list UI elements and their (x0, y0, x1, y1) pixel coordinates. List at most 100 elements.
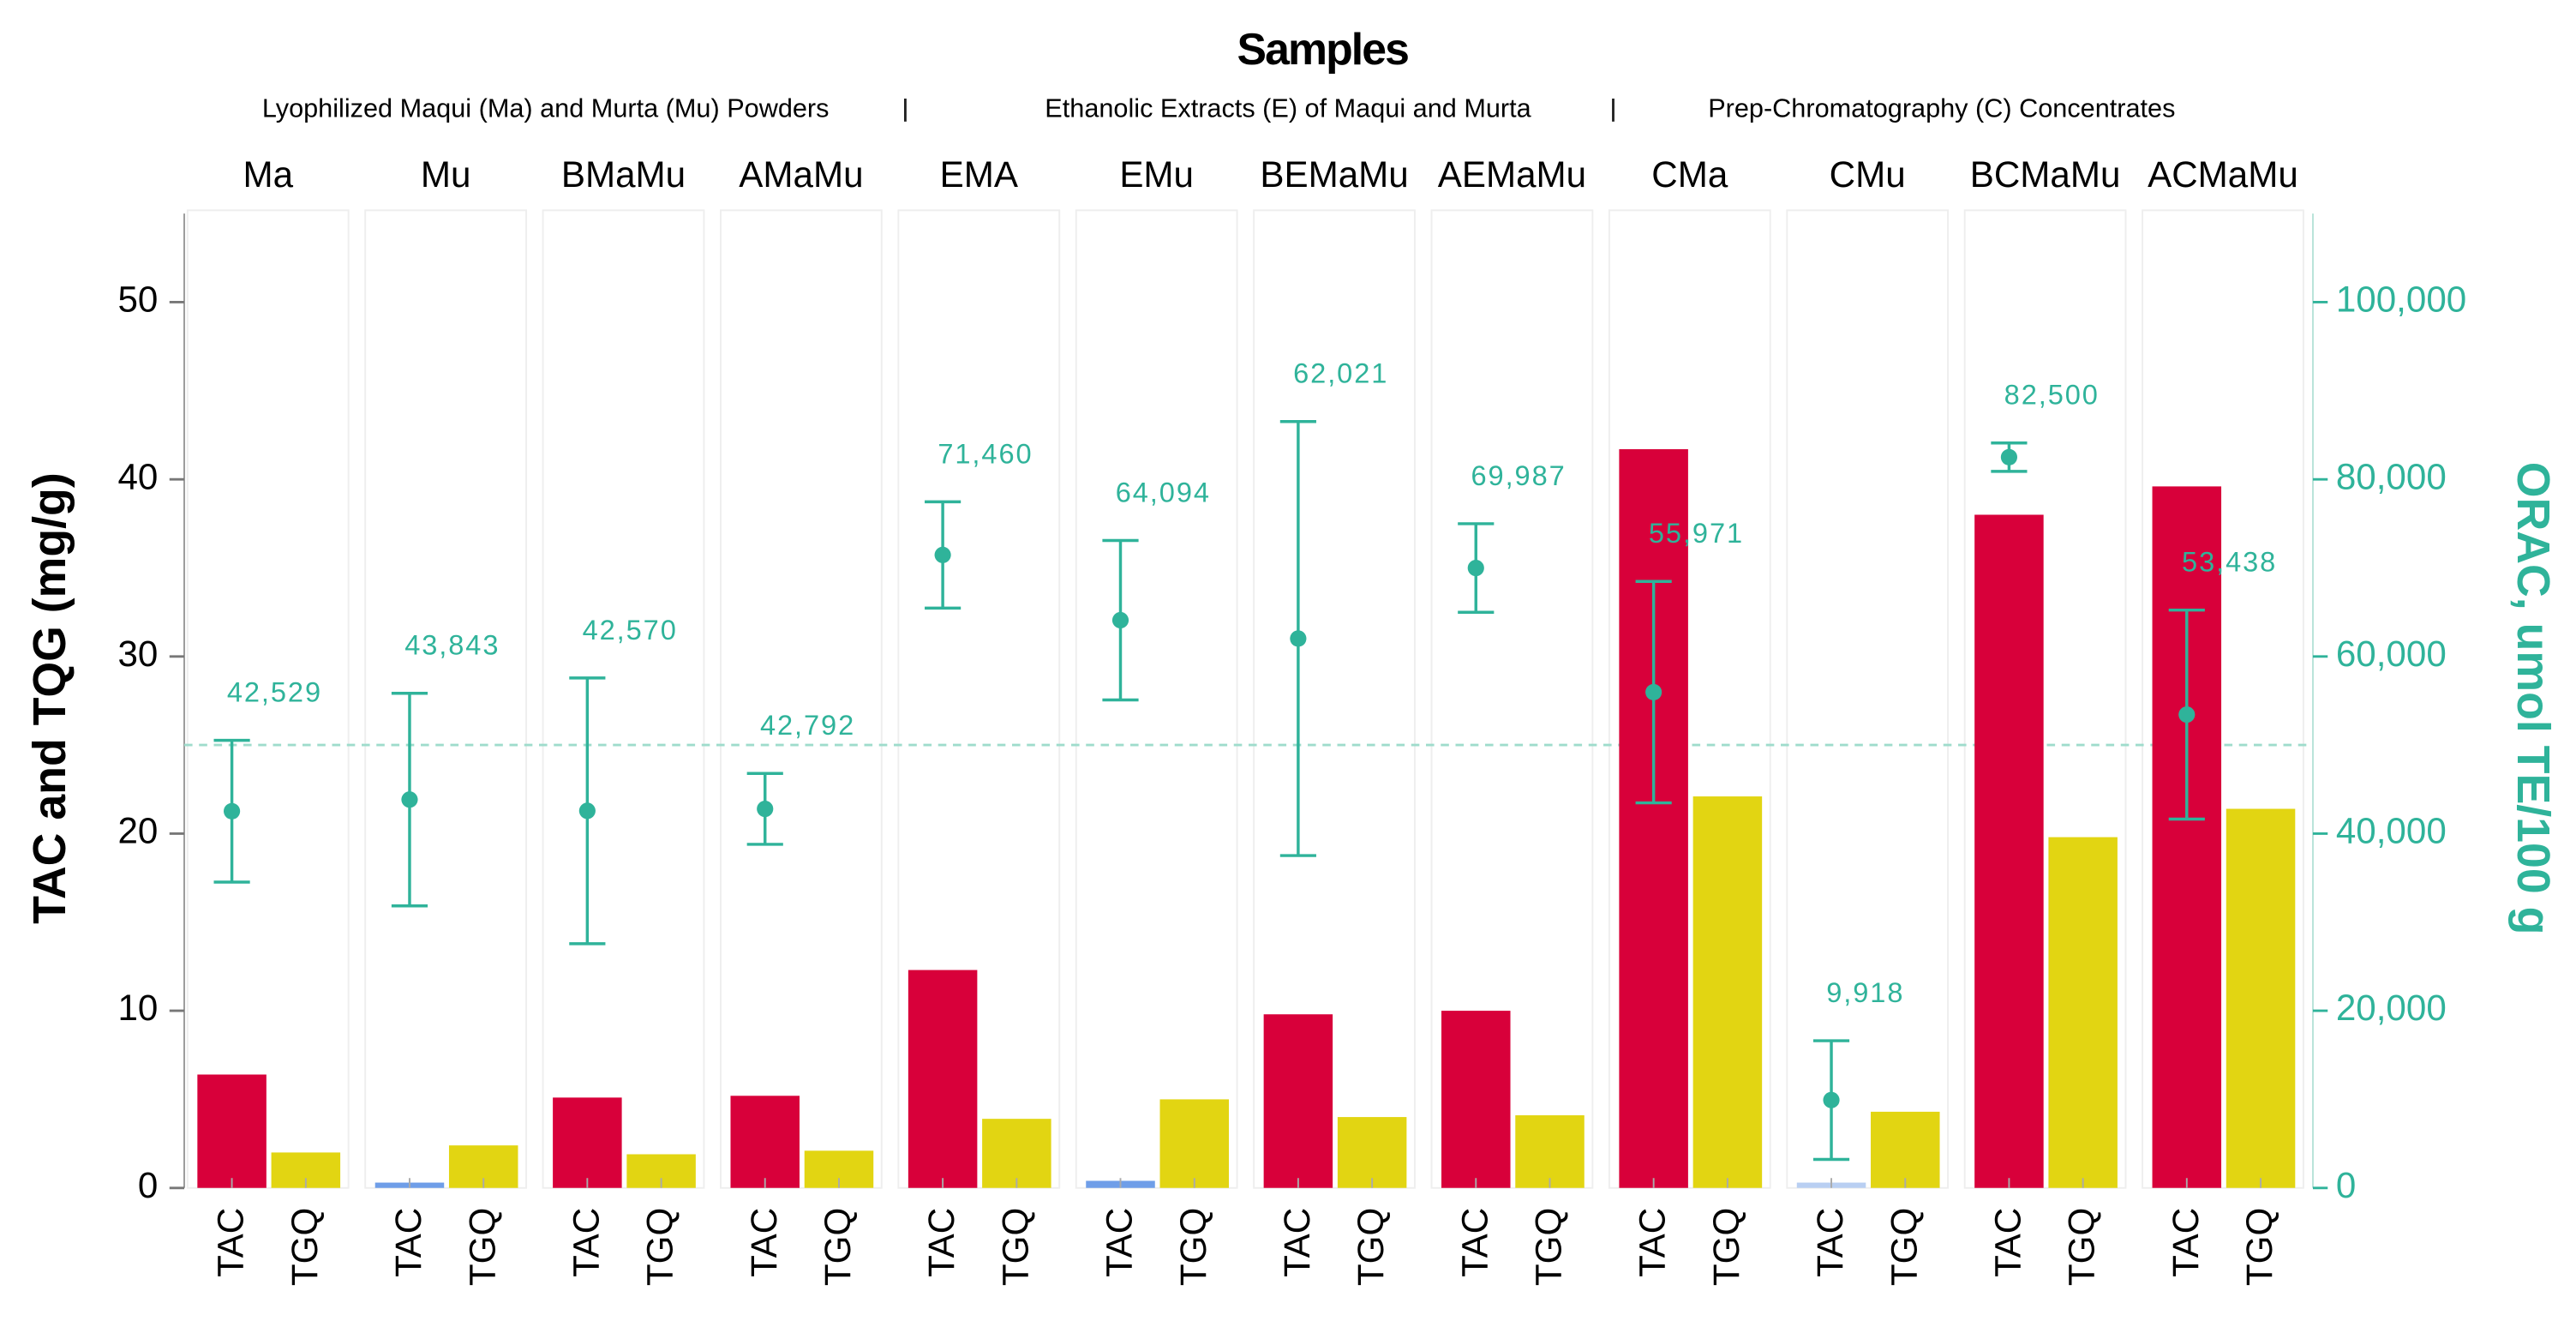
bar (1263, 1014, 1333, 1188)
x-tick-label: TGQ (2239, 1208, 2279, 1286)
x-tick-label: TAC (211, 1208, 251, 1277)
panel-background (897, 209, 1061, 1189)
x-tick-label: TAC (388, 1208, 428, 1277)
y2-tick-label: 0 (2336, 1165, 2356, 1205)
bar (982, 1119, 1051, 1188)
point (401, 791, 418, 808)
panel-label: AEMaMu (1438, 154, 1586, 195)
x-tick-label: TGQ (1884, 1208, 1924, 1286)
panel-background (364, 209, 528, 1189)
panel-label: Mu (421, 154, 471, 195)
point (224, 802, 241, 820)
y2-tick-label: 20,000 (2336, 988, 2447, 1028)
panel-label: BCMaMu (1970, 154, 2121, 195)
value-label: 82,500 (2004, 380, 2100, 411)
x-tick-label: TGQ (1351, 1208, 1391, 1286)
point (1111, 611, 1129, 629)
x-tick-label: TGQ (995, 1208, 1035, 1286)
value-label: 71,460 (938, 438, 1033, 469)
y2-tick-label: 40,000 (2336, 811, 2447, 851)
bar (1619, 449, 1688, 1188)
x-tick-label: TAC (2166, 1208, 2206, 1277)
x-tick-label: TGQ (1706, 1208, 1746, 1286)
y-tick-label: 50 (117, 279, 158, 320)
x-tick-label: TAC (744, 1208, 784, 1277)
panel-background (542, 209, 705, 1189)
value-label: 69,987 (1471, 460, 1567, 491)
value-label: 64,094 (1116, 477, 1211, 507)
panel-label: BEMaMu (1260, 154, 1408, 195)
x-tick-label: TAC (1454, 1208, 1495, 1277)
panel-label: EMA (940, 154, 1019, 195)
x-tick-label: TAC (1987, 1208, 2028, 1277)
bar (908, 970, 978, 1188)
panel-background (1253, 209, 1416, 1189)
panel-label: CMa (1651, 154, 1728, 195)
group-label: Ethanolic Extracts (E) of Maqui and Murt… (1045, 94, 1531, 123)
bar (1692, 796, 1763, 1188)
x-tick-label: TAC (1099, 1208, 1140, 1277)
value-label: 42,529 (227, 677, 322, 708)
x-tick-label: TGQ (1173, 1208, 1213, 1286)
bar (2048, 837, 2118, 1188)
value-label: 42,570 (583, 615, 678, 645)
point (934, 546, 951, 563)
value-label: 43,843 (404, 630, 500, 661)
value-label: 9,918 (1826, 977, 1904, 1008)
chart-title: Samples (1237, 24, 1409, 74)
y-tick-label: 40 (117, 456, 158, 496)
panel-background (186, 209, 350, 1189)
panel-background (1963, 209, 2127, 1189)
panel-label: AMaMu (739, 154, 863, 195)
panel-background (1075, 209, 1238, 1189)
bar (1871, 1111, 1940, 1188)
bar (730, 1096, 800, 1188)
panel-background (1786, 209, 1950, 1189)
panel-background (720, 209, 883, 1189)
y-tick-label: 10 (117, 988, 158, 1028)
bar (553, 1097, 622, 1188)
x-tick-label: TAC (1277, 1208, 1317, 1277)
panel-label: Ma (243, 154, 293, 195)
panel-label: EMu (1119, 154, 1194, 195)
panel-background (1430, 209, 1594, 1189)
x-tick-label: TAC (1810, 1208, 1850, 1277)
group-label: Lyophilized Maqui (Ma) and Murta (Mu) Po… (262, 94, 830, 123)
point (1645, 683, 1662, 701)
value-label: 53,438 (2182, 547, 2277, 578)
bar (1441, 1011, 1511, 1188)
y2-axis-label: ORAC, umol TE/100 g (2507, 462, 2559, 935)
point (1467, 560, 1484, 577)
bar (1159, 1099, 1229, 1188)
y2-tick-label: 80,000 (2336, 456, 2447, 496)
y-axis-label: TAC and TQG (mg/g) (24, 472, 75, 924)
bar (197, 1074, 267, 1188)
y-tick-label: 20 (117, 811, 158, 851)
x-tick-label: TAC (921, 1208, 962, 1277)
bar (2226, 808, 2296, 1188)
x-tick-label: TAC (566, 1208, 606, 1277)
y2-tick-label: 100,000 (2336, 279, 2466, 320)
panel-background (2142, 209, 2304, 1189)
x-tick-label: TGQ (1529, 1208, 1569, 1286)
panel-label: BMaMu (561, 154, 686, 195)
value-label: 55,971 (1649, 518, 1744, 549)
point (578, 802, 596, 820)
value-label: 42,792 (760, 710, 855, 741)
x-tick-label: TGQ (285, 1208, 325, 1286)
point (757, 801, 774, 818)
value-label: 62,021 (1293, 358, 1388, 389)
x-tick-label: TGQ (2062, 1208, 2102, 1286)
point (2000, 448, 2017, 465)
bar (1337, 1117, 1407, 1188)
x-tick-label: TAC (1632, 1208, 1673, 1277)
x-tick-label: TGQ (462, 1208, 502, 1286)
point (1823, 1091, 1840, 1108)
y2-tick-label: 60,000 (2336, 633, 2447, 674)
group-label: Prep-Chromatography (C) Concentrates (1708, 94, 2175, 123)
bar (1974, 514, 2044, 1188)
y-tick-label: 30 (117, 633, 158, 674)
point (1290, 630, 1307, 647)
x-tick-label: TGQ (640, 1208, 680, 1286)
